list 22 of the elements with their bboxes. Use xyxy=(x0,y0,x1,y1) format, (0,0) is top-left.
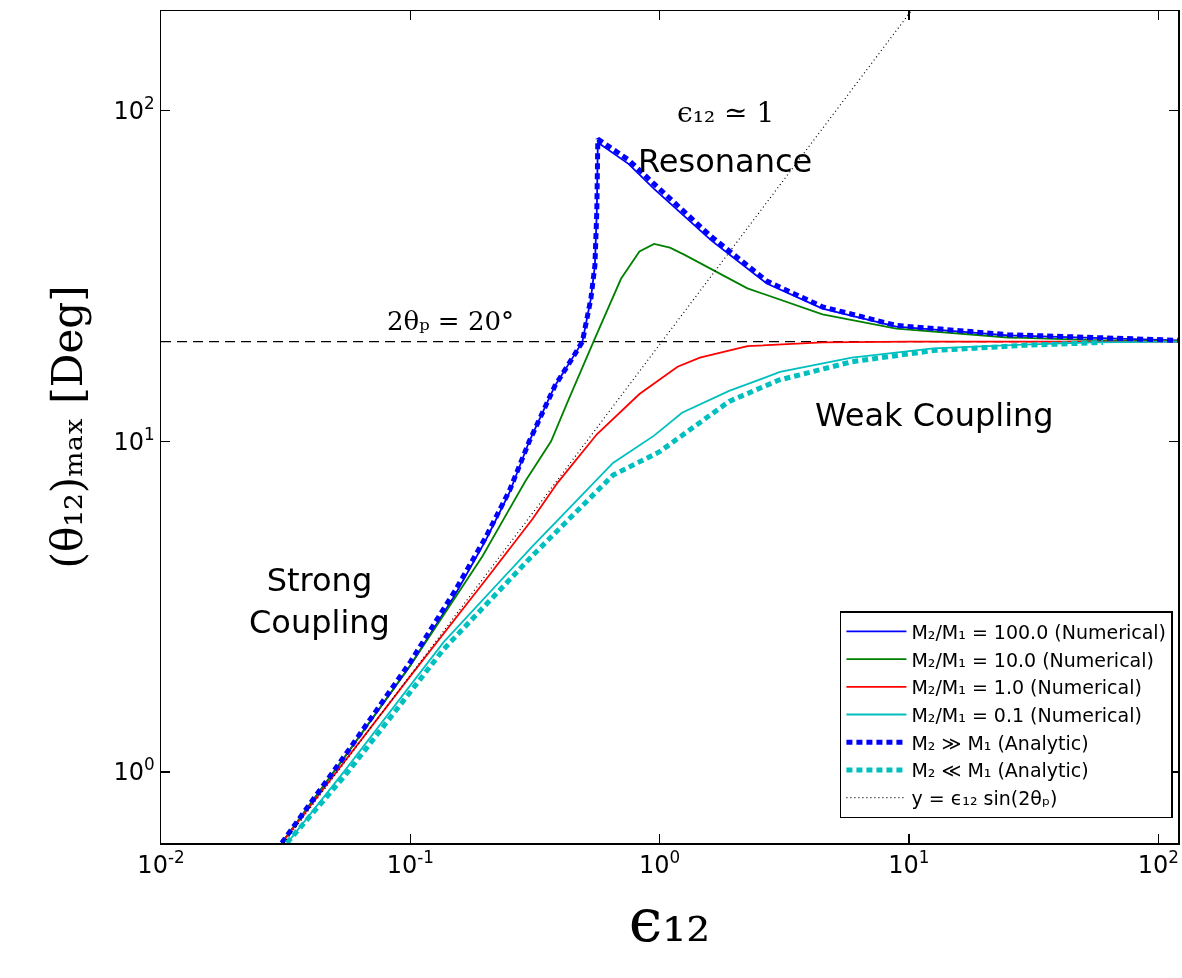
x-tick-label: 10$^{-1}$ xyxy=(386,847,434,880)
legend-label: M₂/M₁ = 0.1 (Numerical) xyxy=(911,703,1142,726)
legend-label: M₂/M₁ = 1.0 (Numerical) xyxy=(911,676,1142,699)
x-tick-label: 10$^{1}$ xyxy=(888,847,930,880)
annotation: ϵ₁₂ ≃ 1 xyxy=(677,96,775,129)
x-tick-label: 10$^{2}$ xyxy=(1137,847,1179,880)
y-tick-label: 10$^{1}$ xyxy=(113,423,155,456)
x-axis-title: ϵ₁₂ xyxy=(628,884,711,955)
annotation: Strong Coupling xyxy=(249,561,390,641)
legend-label: M₂/M₁ = 10.0 (Numerical) xyxy=(911,648,1154,671)
x-tick-label: 10$^{-2}$ xyxy=(137,847,185,880)
legend-label: M₂ ≫ M₁ (Analytic) xyxy=(911,731,1089,754)
legend-label: M₂/M₁ = 100.0 (Numerical) xyxy=(911,620,1167,643)
legend-label: y = ϵ₁₂ sin(2θₚ) xyxy=(911,787,1058,809)
x-tick-label: 10$^{0}$ xyxy=(639,847,681,880)
y-tick-label: 10$^{2}$ xyxy=(113,92,155,125)
legend-label: M₂ ≪ M₁ (Analytic) xyxy=(911,759,1089,782)
annotation: Weak Coupling xyxy=(815,396,1054,434)
y-axis-title: (θ₁₂)ₘₐₓ [Deg] xyxy=(42,285,92,569)
annotation: Resonance xyxy=(638,142,813,180)
y-tick-label: 10$^{0}$ xyxy=(113,754,155,787)
ref-line-label: 2θₚ = 20° xyxy=(387,306,514,336)
